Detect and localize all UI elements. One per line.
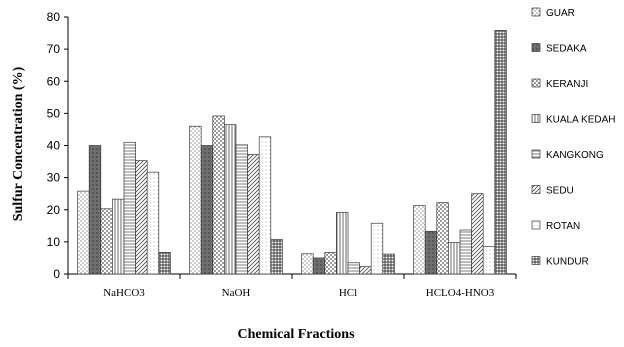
y-tick-label: 40 [47,139,61,153]
bar-keranji-hclo4-hno3 [436,202,449,275]
bar-kundur-nahco3 [158,252,171,275]
bar-kuala-kedah-hclo4-hno3 [448,242,461,275]
plot-area: 0 10 20 30 40 50 60 70 80 NaHCO3 NaOH HCl HCLO4-HNO3 [47,10,517,299]
bar-sedu-nahco3 [135,160,148,275]
bar-kuala-kedah-nahco3 [112,198,125,275]
legend-swatch [531,149,541,159]
bar-sedaka-naoh [200,145,214,275]
legend-label: KUALA KEDAH [546,115,615,126]
bar-sedu-naoh [247,154,260,275]
bar-sedu-hcl [359,266,372,275]
y-tick-label: 10 [47,235,61,249]
bar-kundur-hcl [382,253,395,275]
legend-label: ROTAN [546,221,580,232]
legend-swatch [531,78,541,88]
y-tick-label: 30 [47,171,61,185]
bar-kangkong-nahco3 [123,141,136,275]
bar-rotan-hcl [370,222,384,275]
x-category-label: NaOH [222,287,251,299]
bar-rotan-naoh [258,136,272,275]
y-tick-label: 50 [47,106,61,120]
y-axis-title: Sulfur Concentration (%) [11,66,26,221]
legend-label: GUAR [546,8,575,19]
legend: GUAR SEDAKA KERANJI KUALA KEDAH KANGKONG SEDU… [531,7,615,268]
x-category-label: NaHCO3 [103,287,145,299]
y-tick-label: 60 [47,74,61,88]
legend-swatch [531,43,541,52]
legend-swatch [531,220,541,230]
bar-rotan-nahco3 [146,171,160,275]
bar-keranji-nahco3 [100,208,113,275]
y-tick-label: 20 [47,203,61,217]
bar-keranji-naoh [212,115,225,275]
legend-label: SEDU [546,186,574,197]
x-category-label: HCLO4-HNO3 [426,287,495,299]
bar-kuala-kedah-hcl [336,211,349,275]
bar-guar-hclo4-hno3 [413,205,426,275]
legend-swatch [531,7,541,17]
legend-label: KUNDUR [546,257,589,268]
legend-swatch [531,114,541,123]
bar-kuala-kedah-naoh [224,124,237,275]
legend-label: KERANJI [546,79,588,90]
bar-kundur-hclo4-hno3 [494,30,507,275]
x-axis-title: Chemical Fractions [237,327,355,342]
y-tick-label: 80 [47,10,61,24]
y-tick-label: 0 [53,267,60,281]
bar-sedaka-hclo4-hno3 [424,230,438,275]
bar-guar-hcl [301,253,314,275]
y-tick-label: 70 [47,42,61,56]
bar-kangkong-hclo4-hno3 [459,229,472,275]
legend-swatch [531,256,541,265]
bar-sedu-hclo4-hno3 [471,193,484,275]
legend-label: KANGKONG [546,150,604,161]
bar-kangkong-naoh [235,144,248,275]
bar-guar-naoh [189,125,202,275]
bar-sedaka-nahco3 [88,145,102,275]
legend-label: SEDAKA [546,44,587,55]
bar-kundur-naoh [270,238,283,275]
bar-kangkong-hcl [347,262,360,275]
x-category-label: HCl [339,287,357,299]
legend-swatch [531,185,541,194]
bar-guar-nahco3 [77,190,90,275]
bar-rotan-hclo4-hno3 [482,246,496,275]
bar-sedaka-hcl [312,257,326,275]
bar-keranji-hcl [324,252,337,275]
